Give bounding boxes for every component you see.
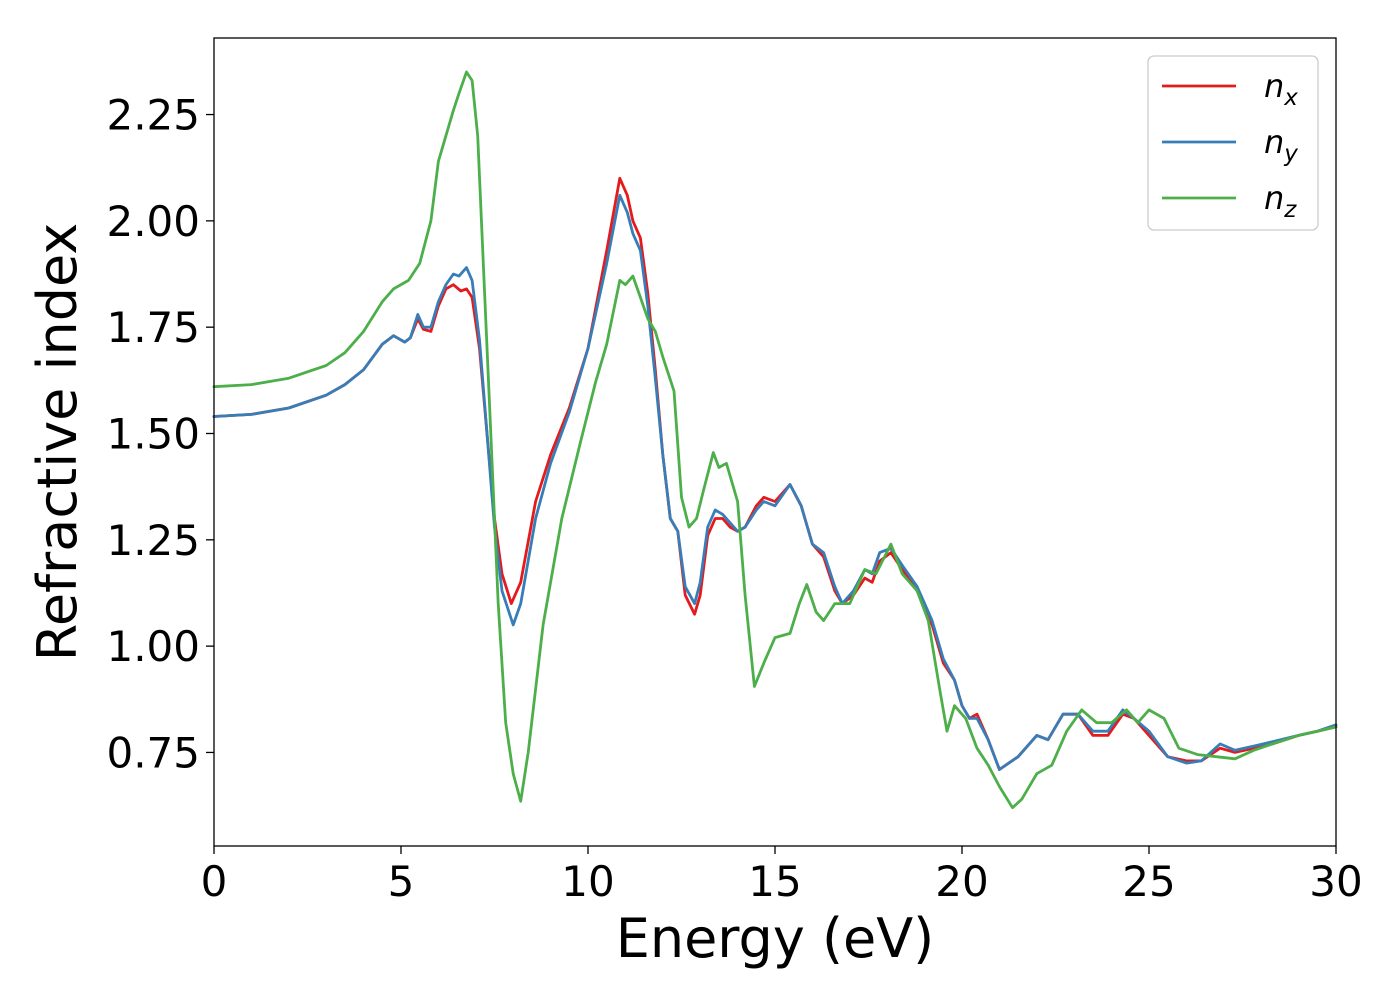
y-tick-label: 0.75 bbox=[106, 728, 200, 777]
y-axis-ticks: 0.75 1.00 1.25 1.50 1.75 2.00 2.25 bbox=[106, 91, 214, 777]
y-tick-label: 1.00 bbox=[106, 622, 200, 671]
series-layer bbox=[212, 70, 1338, 810]
legend-label-z: nz bbox=[1264, 179, 1297, 223]
y-tick-label: 1.50 bbox=[106, 409, 200, 458]
x-tick-label: 20 bbox=[935, 857, 988, 906]
x-tick-label: 25 bbox=[1122, 857, 1175, 906]
legend-label-x: nx bbox=[1264, 67, 1298, 111]
x-axis-ticks: 0 5 10 15 20 25 30 bbox=[201, 846, 1363, 906]
y-tick-label: 1.75 bbox=[106, 303, 200, 352]
y-tick-label: 2.00 bbox=[106, 197, 200, 246]
legend: nx ny nz bbox=[1147, 55, 1319, 231]
x-tick-label: 10 bbox=[561, 857, 614, 906]
x-axis-label: Energy (eV) bbox=[616, 907, 935, 970]
y-tick-label: 1.25 bbox=[106, 516, 200, 565]
y-axis-label: Refractive index bbox=[26, 223, 89, 662]
y-tick-label: 2.25 bbox=[106, 91, 200, 140]
x-tick-label: 5 bbox=[388, 857, 415, 906]
legend-label-y: ny bbox=[1264, 123, 1298, 167]
x-tick-label: 30 bbox=[1309, 857, 1362, 906]
series-line-n-z bbox=[212, 70, 1338, 810]
x-tick-label: 15 bbox=[748, 857, 801, 906]
series-line-n-y bbox=[212, 193, 1338, 771]
x-tick-label: 0 bbox=[201, 857, 228, 906]
